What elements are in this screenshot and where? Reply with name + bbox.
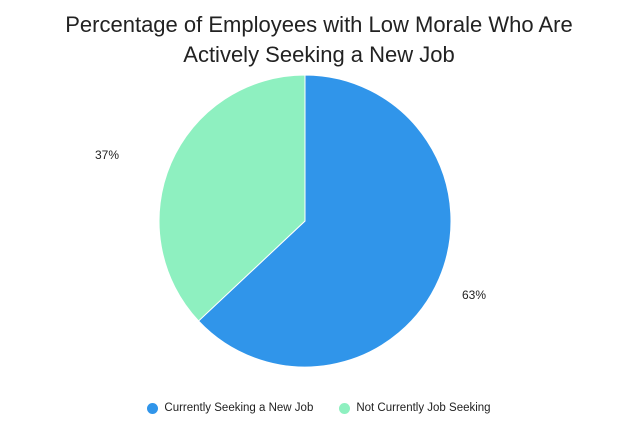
legend-swatch-currently-seeking [147, 402, 159, 414]
chart-title: Percentage of Employees with Low Morale … [0, 10, 638, 70]
legend-label-not-seeking: Not Currently Job Seeking [356, 402, 491, 414]
pie-slice-not-seeking [158, 74, 306, 322]
slice-label-not-seeking: 37% [95, 148, 120, 162]
legend-item-currently-seeking: Currently Seeking a New Job [147, 402, 313, 414]
chart-title-line-1: Percentage of Employees with Low Morale … [65, 12, 573, 37]
legend-swatch-not-seeking [339, 402, 351, 414]
legend-item-not-seeking: Not Currently Job Seeking [339, 402, 491, 414]
pie-slice-currently-seeking [197, 74, 452, 368]
legend: Currently Seeking a New Job Not Currentl… [0, 402, 638, 414]
chart-title-line-2: Actively Seeking a New Job [183, 42, 455, 67]
slice-label-currently-seeking: 63% [462, 288, 487, 302]
legend-label-currently-seeking: Currently Seeking a New Job [164, 402, 314, 414]
